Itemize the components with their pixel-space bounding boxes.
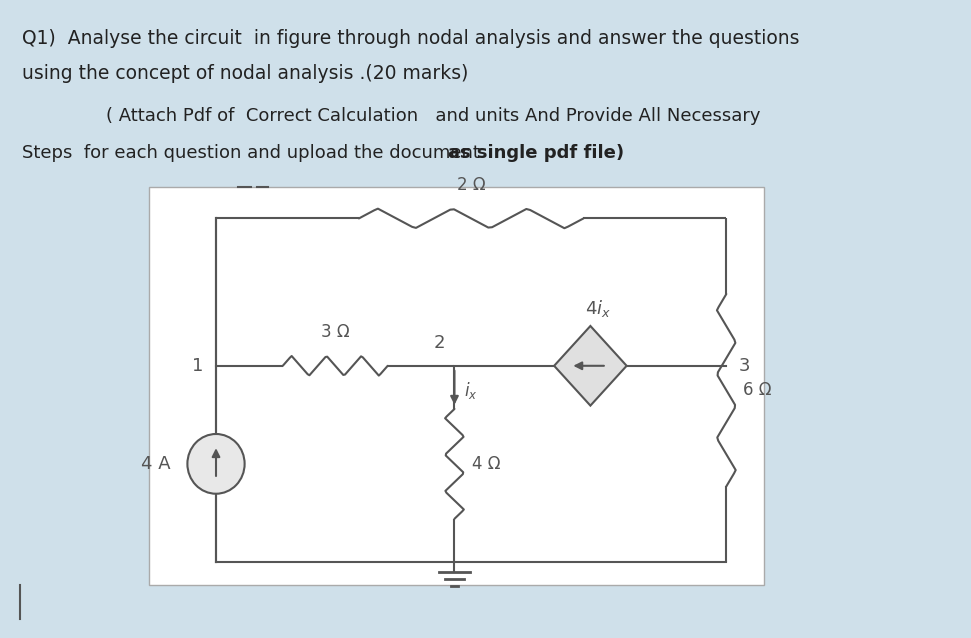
Text: using the concept of nodal analysis .(20 marks): using the concept of nodal analysis .(20… <box>22 64 469 83</box>
Text: 6 Ω: 6 Ω <box>744 381 772 399</box>
FancyBboxPatch shape <box>150 186 764 585</box>
Text: ( Attach Pdf of  Correct Calculation   and units And Provide All Necessary: ( Attach Pdf of Correct Calculation and … <box>106 107 761 125</box>
Text: 3 Ω: 3 Ω <box>321 323 350 341</box>
Circle shape <box>187 434 245 494</box>
Text: 4 Ω: 4 Ω <box>472 455 500 473</box>
Text: 1: 1 <box>192 357 204 375</box>
Text: 4$i_x$: 4$i_x$ <box>585 298 611 319</box>
Text: Q1)  Analyse the circuit  in figure through nodal analysis and answer the questi: Q1) Analyse the circuit in figure throug… <box>22 29 800 48</box>
Text: 4 A: 4 A <box>141 455 170 473</box>
Polygon shape <box>554 326 626 406</box>
Text: 2 Ω: 2 Ω <box>456 175 486 193</box>
Text: 2: 2 <box>433 334 445 352</box>
Text: as single pdf file): as single pdf file) <box>448 144 624 162</box>
Text: $i_x$: $i_x$ <box>464 380 478 401</box>
Text: 3: 3 <box>739 357 751 375</box>
Text: Steps  for each question and upload the document: Steps for each question and upload the d… <box>22 144 486 162</box>
